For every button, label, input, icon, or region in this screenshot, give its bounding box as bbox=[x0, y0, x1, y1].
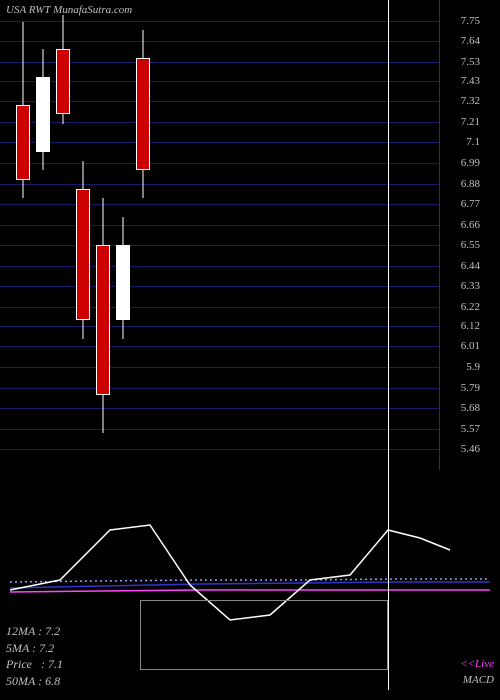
gridline bbox=[0, 142, 439, 143]
y-axis-label: 6.01 bbox=[461, 340, 480, 352]
y-axis-label: 6.66 bbox=[461, 219, 480, 231]
y-axis-label: 7.64 bbox=[461, 35, 480, 47]
header-text: USA RWT MunafaSutra.com bbox=[6, 4, 132, 16]
gridline bbox=[0, 429, 439, 430]
macd-label: MACD bbox=[463, 674, 494, 686]
candle-body bbox=[76, 189, 90, 320]
stats-box: 12MA : 7.2 5MA : 7.2 Price : 7.1 50MA : … bbox=[6, 623, 63, 690]
gridline bbox=[0, 367, 439, 368]
y-axis-label: 6.12 bbox=[461, 320, 480, 332]
gridline bbox=[0, 163, 439, 164]
y-axis-label: 5.9 bbox=[466, 361, 480, 373]
gridline bbox=[0, 449, 439, 450]
candle-body bbox=[136, 58, 150, 170]
gridline bbox=[0, 326, 439, 327]
gridline bbox=[0, 184, 439, 185]
candle-body bbox=[116, 245, 130, 320]
price-row: Price : 7.1 bbox=[6, 656, 63, 673]
y-axis-label: 7.75 bbox=[461, 15, 480, 27]
indicator-line bbox=[10, 590, 490, 592]
chart-container: USA RWT MunafaSutra.com 7.75 7.64 7.53 7.43… bbox=[0, 0, 500, 700]
source-label: MunafaSutra.com bbox=[53, 4, 132, 16]
ticker-label: USA RWT bbox=[6, 4, 50, 16]
candle-body bbox=[36, 77, 50, 152]
y-axis-label: 5.57 bbox=[461, 423, 480, 435]
y-axis-label: 6.33 bbox=[461, 280, 480, 292]
gridline bbox=[0, 122, 439, 123]
y-axis-label: 6.77 bbox=[461, 198, 480, 210]
y-axis-label: 6.88 bbox=[461, 178, 480, 190]
live-label: <<Live bbox=[460, 658, 494, 670]
y-axis-label: 5.46 bbox=[461, 443, 480, 455]
gridline bbox=[0, 225, 439, 226]
candle-body bbox=[96, 245, 110, 395]
ma5-row: 5MA : 7.2 bbox=[6, 640, 63, 657]
ma50-row: 50MA : 6.8 bbox=[6, 673, 63, 690]
price-panel[interactable] bbox=[0, 0, 440, 470]
y-axis-label: 7.21 bbox=[461, 116, 480, 128]
candle-body bbox=[16, 105, 30, 180]
gridline bbox=[0, 204, 439, 205]
gridline bbox=[0, 245, 439, 246]
y-axis-label: 5.79 bbox=[461, 382, 480, 394]
y-axis-label: 7.1 bbox=[466, 136, 480, 148]
cursor-line[interactable] bbox=[388, 0, 389, 690]
gridline bbox=[0, 21, 439, 22]
indicator-line bbox=[10, 582, 490, 588]
y-axis-label: 7.53 bbox=[461, 56, 480, 68]
y-axis-label: 6.55 bbox=[461, 239, 480, 251]
gridline bbox=[0, 266, 439, 267]
y-axis-label: 7.43 bbox=[461, 75, 480, 87]
macd-box bbox=[140, 600, 388, 670]
gridline bbox=[0, 388, 439, 389]
y-axis-label: 5.68 bbox=[461, 402, 480, 414]
y-axis-label: 6.44 bbox=[461, 260, 480, 272]
gridline bbox=[0, 307, 439, 308]
gridline bbox=[0, 41, 439, 42]
gridline bbox=[0, 346, 439, 347]
ma12-row: 12MA : 7.2 bbox=[6, 623, 63, 640]
gridline bbox=[0, 408, 439, 409]
candle-body bbox=[56, 49, 70, 115]
y-axis-label: 6.99 bbox=[461, 157, 480, 169]
gridline bbox=[0, 286, 439, 287]
y-axis: 7.75 7.64 7.53 7.43 7.32 7.21 7.1 6.99 6.88 6.77 6… bbox=[440, 0, 500, 470]
y-axis-label: 6.22 bbox=[461, 301, 480, 313]
y-axis-label: 7.32 bbox=[461, 95, 480, 107]
